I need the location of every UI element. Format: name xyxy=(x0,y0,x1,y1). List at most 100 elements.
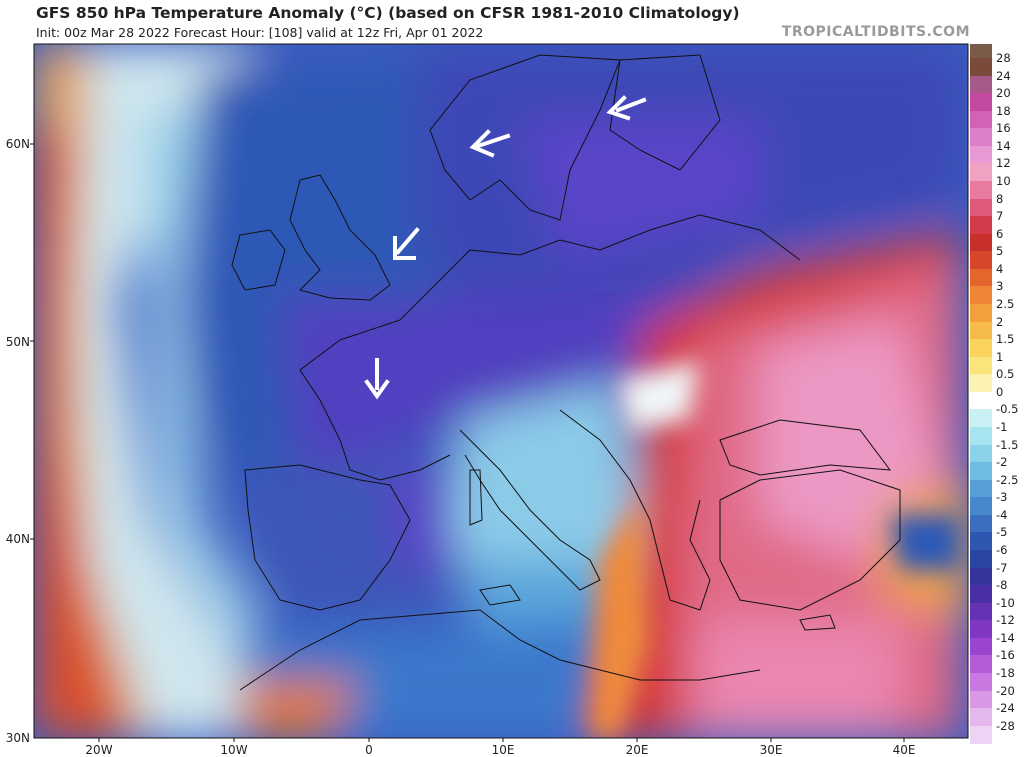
colorbar-swatch xyxy=(970,637,992,656)
colorbar-tick-label: -24 xyxy=(996,701,1015,716)
colorbar-swatch xyxy=(970,550,992,569)
colorbar-tick-label: -8 xyxy=(996,578,1008,593)
colorbar-swatch xyxy=(970,216,992,235)
colorbar-swatch xyxy=(970,233,992,252)
colorbar-swatch xyxy=(970,321,992,340)
colorbar-swatch xyxy=(970,725,992,744)
colorbar-swatch xyxy=(970,514,992,533)
colorbar-swatch xyxy=(970,339,992,358)
wind-direction-arrow-icon xyxy=(469,129,511,158)
colorbar-tick-label: 16 xyxy=(996,121,1011,136)
lon-label: 10W xyxy=(220,743,247,757)
colorbar-swatch xyxy=(970,708,992,727)
colorbar-tick-label: -1 xyxy=(996,420,1008,435)
colorbar-swatch xyxy=(970,374,992,393)
colorbar-swatch xyxy=(970,497,992,516)
colorbar-tick-label: 28 xyxy=(996,51,1011,66)
colorbar-swatch xyxy=(970,145,992,164)
tick-marks xyxy=(30,143,905,742)
colorbar-swatch xyxy=(970,93,992,112)
colorbar-swatch xyxy=(970,110,992,129)
colorbar-tick-label: -3 xyxy=(996,490,1008,505)
lon-label: 30E xyxy=(760,743,783,757)
colorbar-tick-label: 14 xyxy=(996,138,1011,153)
colorbar-swatch xyxy=(970,655,992,674)
colorbar-tick-label: 18 xyxy=(996,103,1011,118)
colorbar-swatch xyxy=(970,356,992,375)
colorbar-tick-label: 2 xyxy=(996,314,1004,329)
map-frame xyxy=(33,43,969,739)
colorbar-tick-label: -5 xyxy=(996,525,1008,540)
lat-label: 60N xyxy=(6,137,30,151)
lon-label: 40E xyxy=(893,743,916,757)
lon-label: 10E xyxy=(492,743,515,757)
colorbar-tick-label: -2 xyxy=(996,455,1008,470)
colorbar-swatch xyxy=(970,462,992,481)
colorbar-swatch xyxy=(970,602,992,621)
colorbar-swatch xyxy=(970,268,992,287)
coastlines xyxy=(231,54,901,691)
colorbar-swatch xyxy=(970,532,992,551)
colorbar-tick-label: 1 xyxy=(996,349,1004,364)
colorbar-swatch xyxy=(970,409,992,428)
colorbar-swatch xyxy=(970,251,992,270)
colorbar-tick-label: -4 xyxy=(996,507,1008,522)
colorbar-swatch xyxy=(970,128,992,147)
colorbar-swatch xyxy=(970,198,992,217)
colorbar-tick-label: 12 xyxy=(996,156,1011,171)
colorbar-swatch xyxy=(970,58,992,77)
colorbar-swatch xyxy=(970,620,992,639)
colorbar-tick-label: 1.5 xyxy=(996,332,1015,347)
colorbar-swatch xyxy=(970,44,992,59)
colorbar-tick-label: 0.5 xyxy=(996,367,1015,382)
colorbar-swatch xyxy=(970,444,992,463)
lat-label: 50N xyxy=(6,335,30,349)
colorbar-swatch xyxy=(970,427,992,446)
colorbar-tick-label: -28 xyxy=(996,718,1015,733)
colorbar-tick-label: -2.5 xyxy=(996,472,1019,487)
colorbar-tick-label: 20 xyxy=(996,86,1011,101)
colorbar-tick-label: 4 xyxy=(996,261,1004,276)
lon-label: 0 xyxy=(365,743,373,757)
forecast-info: Init: 00z Mar 28 2022 Forecast Hour: [10… xyxy=(36,25,484,40)
colorbar-tick-label: -6 xyxy=(996,543,1008,557)
colorbar-swatch xyxy=(970,75,992,94)
lat-label: 30N xyxy=(6,731,30,745)
colorbar-tick-label: 2.5 xyxy=(996,297,1015,312)
colorbar-tick-label: -1.5 xyxy=(996,437,1019,452)
axis-labels: 60N 50N 40N 30N 20W 10W 0 10E 20E 30E 40… xyxy=(6,137,916,757)
colorbar-tick-label: 24 xyxy=(996,68,1011,83)
colorbar-swatch xyxy=(970,391,992,410)
colorbar-swatch xyxy=(970,690,992,709)
colorbar-tick-label: 7 xyxy=(996,209,1004,224)
colorbar-tick-label: -16 xyxy=(996,648,1015,663)
wind-arrows xyxy=(364,95,647,400)
colorbar-swatch xyxy=(970,304,992,323)
colorbar-swatch xyxy=(970,567,992,586)
colorbar-tick-label: -20 xyxy=(996,683,1015,698)
lon-label: 20W xyxy=(85,743,112,757)
brand-watermark: TROPICALTIDBITS.COM xyxy=(781,24,970,40)
lat-label: 40N xyxy=(6,532,30,546)
colorbar-tick-label: -7 xyxy=(996,560,1008,575)
colorbar-swatch xyxy=(970,672,992,692)
colorbar-tick-label: 8 xyxy=(996,191,1004,206)
colorbar-tick-label: -10 xyxy=(996,595,1015,610)
colorbar-tick-label: 3 xyxy=(996,279,1004,294)
colorbar-swatch xyxy=(970,479,992,498)
colorbar-tick-label: 5 xyxy=(996,244,1004,259)
colorbar-tick-label: 6 xyxy=(996,226,1004,241)
wind-direction-arrow-icon xyxy=(606,95,647,121)
colorbar-swatch xyxy=(970,286,992,305)
colorbar-tick-label: 0 xyxy=(996,384,1004,399)
anomaly-field xyxy=(34,44,968,738)
lon-label: 20E xyxy=(626,743,649,757)
wind-direction-arrow-icon xyxy=(364,358,390,400)
colorbar-swatch xyxy=(970,181,992,200)
colorbar-tick-label: -0.5 xyxy=(996,402,1019,417)
colorbar-tick-label: 10 xyxy=(996,174,1011,189)
colorbar-tick-label: -18 xyxy=(996,665,1015,680)
colorbar-tick-label: -14 xyxy=(996,630,1015,645)
colorbar-swatch xyxy=(970,163,992,182)
